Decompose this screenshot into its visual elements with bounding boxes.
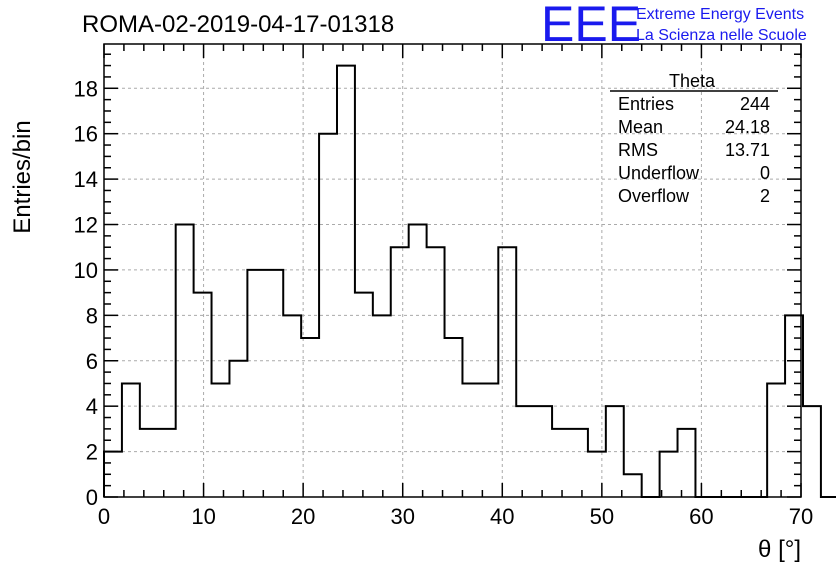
x-tick-label: 10 (191, 504, 215, 529)
y-tick-label: 14 (74, 167, 98, 192)
y-tick-label: 4 (86, 394, 98, 419)
stats-value-overflow: 2 (760, 186, 770, 206)
x-tick-label: 30 (390, 504, 414, 529)
histogram-line (103, 64, 836, 498)
y-tick-label: 0 (86, 485, 98, 510)
eee-logo: EEE (541, 0, 641, 52)
x-tick-label: 40 (490, 504, 514, 529)
stats-value-entries: 244 (740, 94, 770, 114)
y-tick-label: 16 (74, 122, 98, 147)
stats-value-mean: 24.18 (725, 117, 770, 137)
x-tick-label: 60 (689, 504, 713, 529)
stats-box: Theta Entries 244 Mean 24.18 RMS 13.71 U… (610, 71, 778, 206)
stats-value-underflow: 0 (760, 163, 770, 183)
x-tick-label: 70 (789, 504, 813, 529)
grid-lines (104, 44, 801, 497)
stats-label-mean: Mean (618, 117, 663, 137)
stats-value-rms: 13.71 (725, 140, 770, 160)
stats-title: Theta (669, 71, 716, 91)
y-tick-label: 8 (86, 303, 98, 328)
x-tick-label: 20 (291, 504, 315, 529)
y-tick-label: 10 (74, 258, 98, 283)
x-tick-label: 0 (98, 504, 110, 529)
x-axis-label: θ [°] (758, 536, 801, 563)
axis-ticks (103, 44, 802, 498)
stats-label-rms: RMS (618, 140, 658, 160)
y-axis-label: Entries/bin (9, 120, 36, 233)
stats-label-underflow: Underflow (618, 163, 700, 183)
y-tick-label: 18 (74, 76, 98, 101)
y-tick-label: 6 (86, 349, 98, 374)
logo-line-1: Extreme Energy Events (636, 6, 804, 23)
stats-label-overflow: Overflow (618, 186, 690, 206)
stats-label-entries: Entries (618, 94, 674, 114)
run-title: ROMA-02-2019-04-17-01318 (82, 11, 394, 38)
logo-line-2: La Scienza nelle Scuole (636, 27, 807, 44)
y-tick-label: 12 (74, 213, 98, 238)
y-tick-label: 2 (86, 440, 98, 465)
x-tick-label: 50 (590, 504, 614, 529)
